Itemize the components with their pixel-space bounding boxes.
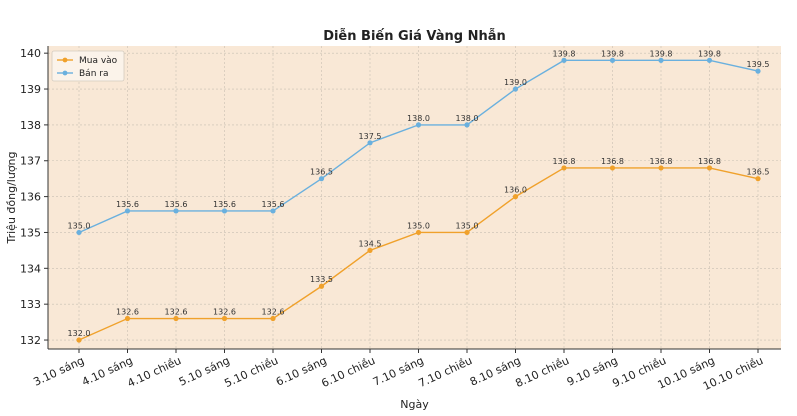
data-point	[755, 68, 761, 74]
data-point	[415, 229, 422, 236]
series-group	[76, 57, 761, 343]
data-labels: 132.0 132.6 132.6 132.6 132.6 133.5 134.5 135.0…	[68, 49, 770, 338]
data-point	[464, 229, 470, 236]
x-tick-label: 9.10 sáng	[565, 354, 620, 389]
data-label: 134.5	[359, 239, 382, 248]
data-point	[706, 165, 713, 171]
data-label: 136.8	[650, 157, 673, 166]
y-ticks: 132 133 134 135 136 137 138 139 140	[20, 47, 48, 347]
axes	[47, 46, 781, 350]
data-label: 138.0	[407, 114, 430, 123]
data-point	[464, 122, 470, 128]
data-point	[221, 208, 228, 214]
data-label: 135.6	[165, 200, 188, 209]
data-point	[173, 208, 179, 214]
x-tick-label: 8.10 sáng	[468, 354, 523, 389]
data-label: 138.0	[456, 114, 479, 123]
data-point	[658, 165, 664, 171]
y-tick-label: 134	[20, 262, 41, 275]
x-tick-label: 8.10 chiều	[513, 354, 571, 390]
data-point	[270, 315, 276, 322]
data-label: 136.8	[698, 157, 721, 166]
data-point	[706, 57, 713, 63]
plot-background	[48, 46, 781, 349]
data-point	[658, 57, 664, 63]
data-point	[76, 337, 82, 343]
x-tick-label: 5.10 chiều	[222, 354, 280, 390]
x-tick-label: 5.10 sáng	[177, 354, 232, 389]
data-point	[270, 208, 276, 214]
data-label: 139.8	[553, 49, 576, 58]
legend-swatch-marker	[62, 57, 68, 63]
data-label: 132.6	[262, 308, 285, 317]
x-tick-label: 6.10 sáng	[274, 354, 329, 389]
x-axis-label: Ngày	[400, 398, 429, 411]
y-tick-label: 138	[20, 119, 41, 132]
data-label: 139.8	[601, 49, 624, 58]
y-tick-label: 135	[20, 226, 41, 239]
data-label: 132.0	[68, 329, 91, 338]
data-point	[512, 86, 519, 92]
y-tick-label: 136	[20, 191, 41, 204]
data-point	[512, 194, 519, 200]
data-label: 132.6	[165, 308, 188, 317]
data-point	[173, 315, 179, 322]
x-tick-label: 4.10 sáng	[80, 354, 135, 389]
data-point	[609, 165, 616, 171]
legend-swatch-marker	[62, 70, 68, 76]
data-label: 139.0	[504, 78, 527, 87]
legend-label: Bán ra	[79, 69, 108, 79]
data-point	[124, 315, 131, 322]
data-point	[221, 315, 228, 322]
y-tick-label: 132	[20, 334, 41, 347]
x-tick-label: 6.10 chiều	[319, 354, 377, 390]
data-point	[367, 247, 373, 253]
legend: Mua vào Bán ra	[51, 50, 125, 82]
data-label: 136.8	[553, 157, 576, 166]
data-point	[609, 57, 616, 63]
data-label: 132.6	[116, 308, 139, 317]
legend-label: Mua vào	[79, 56, 118, 66]
data-label: 136.5	[747, 168, 770, 177]
data-point	[367, 140, 373, 146]
x-tick-label: 3.10 sáng	[31, 354, 86, 389]
data-point	[561, 165, 567, 171]
data-label: 139.8	[650, 49, 673, 58]
data-point	[124, 208, 131, 214]
data-label: 135.0	[68, 221, 91, 230]
x-tick-label: 7.10 sáng	[371, 354, 426, 389]
y-tick-label: 137	[20, 155, 41, 168]
x-tick-label: 7.10 chiều	[416, 354, 474, 390]
data-point	[318, 176, 325, 182]
y-tick-label: 139	[20, 83, 41, 96]
data-label: 135.0	[456, 221, 479, 230]
data-label: 135.6	[116, 200, 139, 209]
data-label: 136.5	[310, 168, 333, 177]
chart-title: Diễn Biến Giá Vàng Nhẫn	[323, 29, 506, 44]
y-tick-label: 133	[20, 298, 41, 311]
data-label: 137.5	[359, 132, 382, 141]
y-axis-label: Triệu đồng/lượng	[5, 151, 18, 244]
data-label: 132.6	[213, 308, 236, 317]
x-tick-label: 4.10 chiều	[125, 354, 183, 390]
data-point	[415, 122, 422, 128]
data-label: 135.6	[262, 200, 285, 209]
data-label: 136.8	[601, 157, 624, 166]
data-point	[755, 176, 761, 182]
data-label: 139.5	[747, 60, 770, 69]
data-point	[561, 57, 567, 63]
data-label: 135.0	[407, 221, 430, 230]
data-label: 135.6	[213, 200, 236, 209]
data-label: 133.5	[310, 275, 333, 284]
data-point	[76, 229, 82, 236]
data-label: 136.0	[504, 186, 527, 195]
y-tick-label: 140	[20, 47, 41, 60]
data-point	[318, 283, 325, 289]
grid	[48, 46, 781, 349]
data-label: 139.8	[698, 49, 721, 58]
